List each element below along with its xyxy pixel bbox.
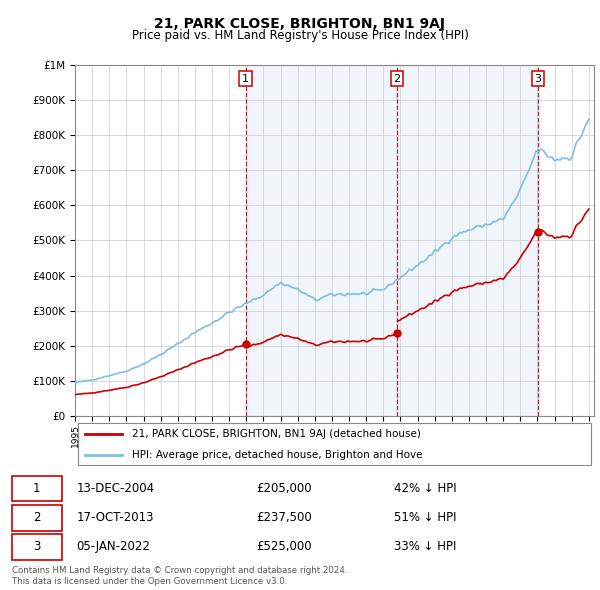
Text: Contains HM Land Registry data © Crown copyright and database right 2024.
This d: Contains HM Land Registry data © Crown c… <box>12 566 347 586</box>
Text: 21, PARK CLOSE, BRIGHTON, BN1 9AJ (detached house): 21, PARK CLOSE, BRIGHTON, BN1 9AJ (detac… <box>132 429 421 439</box>
Text: Price paid vs. HM Land Registry's House Price Index (HPI): Price paid vs. HM Land Registry's House … <box>131 30 469 42</box>
Text: £237,500: £237,500 <box>256 511 311 525</box>
FancyBboxPatch shape <box>12 505 62 530</box>
FancyBboxPatch shape <box>77 422 592 465</box>
Text: 05-JAN-2022: 05-JAN-2022 <box>77 540 151 553</box>
Text: 51% ↓ HPI: 51% ↓ HPI <box>394 511 457 525</box>
Text: 1: 1 <box>33 482 41 495</box>
Text: 3: 3 <box>535 74 542 84</box>
Text: 17-OCT-2013: 17-OCT-2013 <box>77 511 154 525</box>
Text: 21, PARK CLOSE, BRIGHTON, BN1 9AJ: 21, PARK CLOSE, BRIGHTON, BN1 9AJ <box>155 17 445 31</box>
Bar <box>245 65 397 416</box>
Text: 33% ↓ HPI: 33% ↓ HPI <box>394 540 457 553</box>
Text: 42% ↓ HPI: 42% ↓ HPI <box>394 482 457 495</box>
Text: £525,000: £525,000 <box>256 540 311 553</box>
Text: 13-DEC-2004: 13-DEC-2004 <box>77 482 155 495</box>
Text: £205,000: £205,000 <box>256 482 311 495</box>
Text: 3: 3 <box>33 540 41 553</box>
FancyBboxPatch shape <box>12 476 62 502</box>
Text: 1: 1 <box>242 74 249 84</box>
Text: HPI: Average price, detached house, Brighton and Hove: HPI: Average price, detached house, Brig… <box>132 450 422 460</box>
Text: 2: 2 <box>33 511 41 525</box>
FancyBboxPatch shape <box>12 534 62 560</box>
Text: 2: 2 <box>393 74 400 84</box>
Bar <box>397 65 538 416</box>
